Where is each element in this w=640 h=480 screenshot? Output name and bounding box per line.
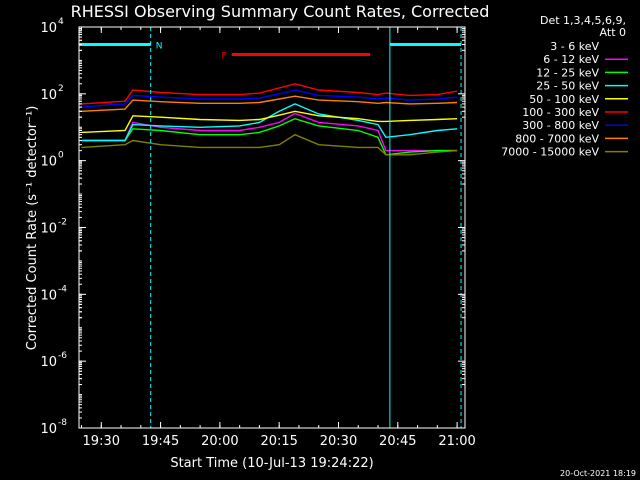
y-tick-base: 10 bbox=[40, 288, 57, 303]
series-line-2 bbox=[81, 117, 458, 156]
legend-item: 7000 - 15000 keV bbox=[501, 146, 628, 159]
legend-item: 50 - 100 keV bbox=[529, 93, 628, 106]
legend-item: 25 - 50 keV bbox=[536, 80, 628, 93]
y-tick-exp: 2 bbox=[58, 84, 64, 94]
legend-label: 300 - 800 keV bbox=[522, 119, 599, 132]
y-tick-exp: -8 bbox=[58, 418, 67, 428]
footer-timestamp: 20-Oct-2021 18:19 bbox=[560, 469, 636, 478]
series-line-7 bbox=[81, 95, 458, 112]
y-tick-label: 10 -6 bbox=[40, 351, 67, 370]
legend-header: Det 1,3,4,5,6,9,Att 0 bbox=[540, 14, 626, 39]
series-line-8 bbox=[81, 133, 458, 156]
legend-label: 25 - 50 keV bbox=[536, 80, 599, 93]
series-line-4 bbox=[81, 110, 458, 134]
y-tick-label: 10 4 bbox=[40, 17, 64, 36]
legend-item: 12 - 25 keV bbox=[536, 66, 628, 79]
y-tick-exp: -2 bbox=[58, 218, 67, 228]
x-axis-label: Start Time (10-Jul-13 19:24:22) bbox=[170, 456, 373, 471]
x-tick-label: 20:45 bbox=[379, 434, 416, 449]
legend-item: 6 - 12 keV bbox=[543, 53, 628, 66]
legend-label: 3 - 6 keV bbox=[550, 40, 599, 53]
y-tick-label: 10 0 bbox=[40, 151, 64, 170]
legend-label: 12 - 25 keV bbox=[536, 66, 599, 79]
legend-label: 50 - 100 keV bbox=[529, 93, 599, 106]
x-tick-label: 19:30 bbox=[83, 434, 120, 449]
y-tick-label: 10 -4 bbox=[40, 284, 67, 303]
legend-header-line: Det 1,3,4,5,6,9, bbox=[540, 14, 626, 27]
x-tick-label: 21:00 bbox=[438, 434, 475, 449]
y-tick-base: 10 bbox=[40, 355, 57, 370]
y-tick-base: 10 bbox=[40, 155, 57, 170]
y-tick-exp: -6 bbox=[58, 351, 67, 361]
series-layer bbox=[81, 83, 458, 156]
series-line-5 bbox=[81, 83, 458, 105]
x-tick-label: 20:00 bbox=[201, 434, 238, 449]
y-axis-label: Corrected Count Rate (s⁻¹ detector⁻¹) bbox=[25, 106, 40, 351]
legend-label: 100 - 300 keV bbox=[522, 106, 599, 119]
chart-title: RHESSI Observing Summary Count Rates, Co… bbox=[71, 2, 490, 21]
legend-label: 800 - 7000 keV bbox=[515, 132, 599, 145]
y-tick-label: 10 -8 bbox=[40, 418, 67, 437]
x-tick-label: 20:30 bbox=[320, 434, 357, 449]
y-tick-base: 10 bbox=[40, 21, 57, 36]
x-tick-label: 19:45 bbox=[142, 434, 179, 449]
y-tick-exp: 4 bbox=[58, 17, 64, 27]
legend-item: 3 - 6 keV bbox=[550, 40, 628, 53]
series-line-6 bbox=[81, 89, 458, 108]
legend-header-line: Att 0 bbox=[600, 26, 626, 39]
legend-item: 100 - 300 keV bbox=[522, 106, 628, 119]
y-tick-base: 10 bbox=[40, 222, 57, 237]
legend-label: 7000 - 15000 keV bbox=[501, 146, 599, 159]
x-tick-label: 20:15 bbox=[260, 434, 297, 449]
y-tick-base: 10 bbox=[40, 88, 57, 103]
annotation-label-0: N bbox=[156, 41, 163, 51]
legend-item: 800 - 7000 keV bbox=[515, 132, 628, 145]
x-axis: 19:30 19:45 20:00 20:15 20:30 20:45 21:00 bbox=[81, 27, 476, 449]
legend-label: 6 - 12 keV bbox=[543, 53, 599, 66]
y-tick-label: 10 -2 bbox=[40, 218, 67, 237]
series-line-3 bbox=[81, 103, 458, 142]
y-tick-exp: 0 bbox=[58, 151, 64, 161]
legend-item: 300 - 800 keV bbox=[522, 119, 628, 132]
y-tick-label: 10 2 bbox=[40, 84, 63, 103]
y-tick-exp: -4 bbox=[58, 284, 67, 294]
annotation-label-2: F bbox=[222, 52, 227, 62]
y-tick-base: 10 bbox=[40, 422, 57, 437]
